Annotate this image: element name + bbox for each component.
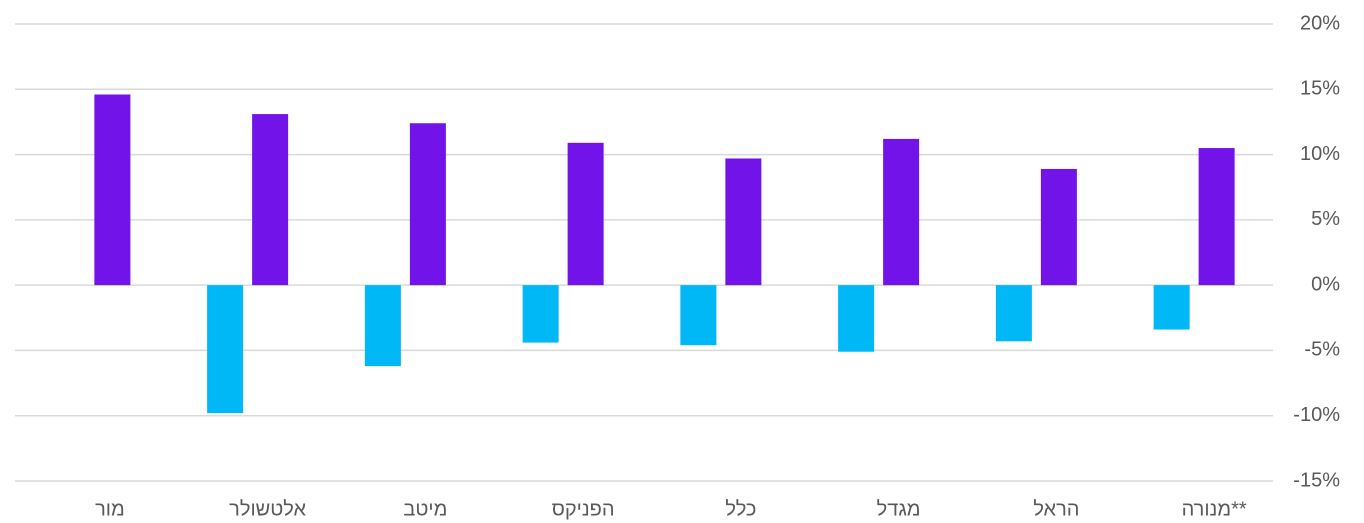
x-tick-label: מור — [95, 498, 125, 520]
bar — [252, 114, 289, 286]
bar — [1153, 285, 1190, 330]
bar — [522, 285, 559, 343]
bar — [364, 285, 401, 367]
x-tick-label: מנורה** — [1182, 498, 1247, 520]
y-tick-label: 5% — [1311, 208, 1340, 230]
bar — [1198, 148, 1235, 286]
x-tick-label: הראל — [1033, 498, 1079, 520]
x-tick-label: הפניקס — [552, 498, 615, 520]
y-tick-label: 0% — [1311, 273, 1340, 295]
bar — [94, 94, 131, 286]
bar — [995, 285, 1032, 342]
x-tick-label: כלל — [725, 498, 756, 520]
y-tick-label: 15% — [1300, 78, 1340, 100]
bar — [1040, 168, 1077, 286]
y-tick-label: 20% — [1300, 12, 1340, 34]
bar — [725, 158, 762, 286]
bar — [409, 123, 446, 286]
bar — [883, 138, 920, 286]
x-tick-label: מיטב — [403, 498, 447, 520]
bar — [207, 285, 244, 414]
y-tick-label: -10% — [1293, 404, 1340, 426]
y-tick-label: -15% — [1293, 469, 1340, 491]
y-tick-label: -5% — [1304, 339, 1340, 361]
bar — [838, 285, 875, 352]
bar — [567, 142, 604, 286]
x-tick-label: מגדל — [877, 498, 921, 520]
x-tick-label: אלטשולר — [229, 498, 306, 520]
bar — [680, 285, 717, 346]
y-tick-label: 10% — [1300, 143, 1340, 165]
